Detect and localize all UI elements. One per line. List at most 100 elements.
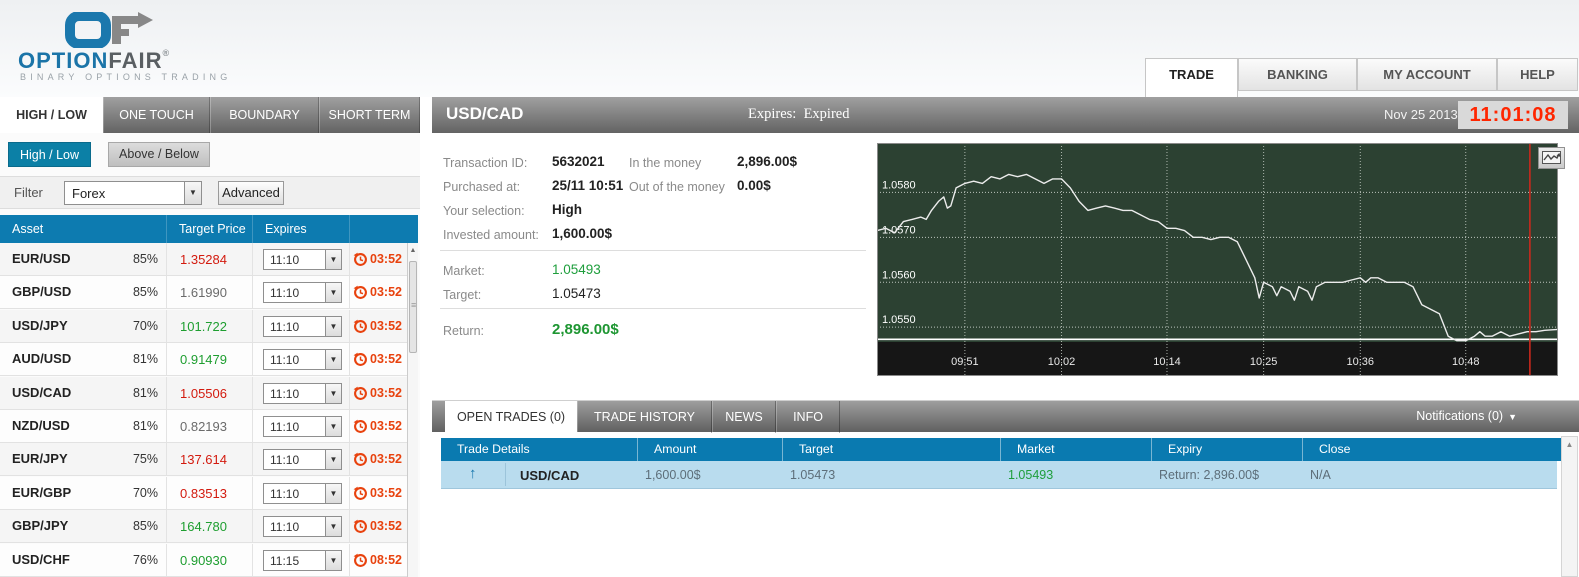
asset-row-eur-usd[interactable]: EUR/USD 85% 1.35284 11:10 ▼ 03:52	[0, 243, 407, 276]
instrument-tabbar: HIGH / LOW ONE TOUCH BOUNDARY SHORT TERM	[0, 97, 420, 133]
nav-tab-banking[interactable]: BANKING	[1238, 58, 1357, 91]
brand-logo[interactable]: OPTIONFAIR® BINARY OPTIONS TRADING	[18, 8, 278, 90]
scroll-up-icon[interactable]: ▲	[409, 247, 417, 254]
expiry-select-value: 11:10	[270, 253, 300, 267]
brand-tagline: BINARY OPTIONS TRADING	[20, 72, 232, 82]
purchased-at-value: 25/11 10:51	[552, 178, 624, 193]
asset-row-aud-usd[interactable]: AUD/USD 81% 0.91479 11:10 ▼ 03:52	[0, 343, 407, 377]
expiry-select[interactable]: 11:10 ▼	[263, 516, 342, 538]
asset-row-nzd-usd[interactable]: NZD/USD 81% 0.82193 11:10 ▼ 03:52	[0, 410, 407, 443]
tab-boundary[interactable]: BOUNDARY	[210, 97, 319, 133]
divider	[440, 250, 866, 251]
expiry-select[interactable]: 11:10 ▼	[263, 349, 342, 371]
payout-percent: 85%	[132, 285, 158, 300]
countdown-timer: 03:52	[370, 519, 402, 534]
trades-scrollbar[interactable]: ▲	[1561, 436, 1578, 577]
expiry-select[interactable]: 11:10 ▼	[263, 482, 342, 504]
expiry-select[interactable]: 11:10 ▼	[263, 315, 342, 337]
expiry-select[interactable]: 11:10 ▼	[263, 282, 342, 304]
filter-bar: Filter Forex ▼ Advanced	[0, 176, 420, 209]
chevron-down-icon[interactable]: ▼	[325, 350, 341, 370]
asset-row-eur-gbp[interactable]: EUR/GBP 70% 0.83513 11:10 ▼ 03:52	[0, 476, 407, 510]
column-header-target-price: Target Price	[166, 215, 252, 243]
expiry-select[interactable]: 11:10 ▼	[263, 249, 342, 270]
invested-value: 1,600.00$	[552, 226, 613, 241]
chevron-down-icon[interactable]: ▼	[325, 316, 341, 336]
nav-tab-my-account[interactable]: MY ACCOUNT	[1357, 58, 1497, 91]
chevron-down-icon: ▼	[1508, 412, 1517, 422]
x-axis-tick: 09:51	[951, 356, 979, 368]
expiry-select[interactable]: 11:15 ▼	[263, 549, 342, 571]
tab-short-term[interactable]: SHORT TERM	[319, 97, 420, 133]
countdown-timer: 03:52	[370, 285, 402, 300]
expiry-select-value: 11:10	[270, 386, 300, 401]
filter-select[interactable]: Forex ▼	[64, 181, 202, 205]
notifications-dropdown[interactable]: Notifications (0) ▼	[1416, 409, 1517, 423]
chevron-down-icon[interactable]: ▼	[325, 483, 341, 503]
asset-name: EUR/USD	[12, 251, 71, 266]
target-price: 164.780	[180, 519, 227, 535]
asset-row-eur-jpy[interactable]: EUR/JPY 75% 137.614 11:10 ▼ 03:52	[0, 443, 407, 477]
nav-tab-help[interactable]: HELP	[1497, 58, 1578, 91]
asset-row-gbp-jpy[interactable]: GBP/JPY 85% 164.780 11:10 ▼ 03:52	[0, 510, 407, 544]
tab-one-touch[interactable]: ONE TOUCH	[103, 97, 210, 133]
chart-type-button[interactable]	[1538, 147, 1565, 169]
expiry-select[interactable]: 11:10 ▼	[263, 449, 342, 471]
chevron-down-icon[interactable]: ▼	[325, 250, 341, 269]
advanced-button[interactable]: Advanced	[218, 181, 284, 205]
scroll-up-icon[interactable]: ▲	[1565, 440, 1574, 449]
asset-name: USD/CHF	[12, 551, 70, 567]
countdown-clock-icon	[352, 385, 368, 406]
asset-scrollbar[interactable]: ▲	[407, 243, 418, 577]
chart-headerbar: USD/CAD Expires: Expired Nov 25 2013 11:…	[432, 97, 1579, 133]
chevron-down-icon[interactable]: ▼	[325, 550, 341, 570]
brand-logo-icon	[65, 12, 153, 48]
expiry-select[interactable]: 11:10 ▼	[263, 416, 342, 437]
tab-trade-history[interactable]: TRADE HISTORY	[577, 401, 712, 433]
chevron-down-icon[interactable]: ▼	[325, 417, 341, 436]
tab-open-trades[interactable]: OPEN TRADES (0)	[445, 401, 577, 433]
payout-percent: 81%	[132, 419, 158, 433]
mode-tab-above-below[interactable]: Above / Below	[108, 142, 210, 167]
countdown-timer: 03:52	[370, 385, 402, 400]
y-axis-tick: 1.0560	[882, 269, 916, 281]
chevron-down-icon[interactable]: ▼	[325, 450, 341, 470]
price-chart: 09:51 10:02 10:14 10:25 10:36 10:48 1.0580 1.05…	[876, 143, 1565, 376]
countdown-clock-icon	[352, 318, 368, 339]
selection-value: High	[552, 202, 582, 217]
target-price: 1.05506	[180, 385, 227, 401]
nav-tab-trade[interactable]: TRADE	[1145, 58, 1238, 97]
expires-label: Expires:	[748, 106, 797, 122]
tab-news[interactable]: NEWS	[712, 401, 776, 433]
asset-row-usd-chf[interactable]: USD/CHF 76% 0.90930 11:15 ▼ 08:52	[0, 543, 407, 577]
chart-border	[877, 143, 1558, 376]
chevron-down-icon[interactable]: ▼	[325, 383, 341, 403]
trades-table-header: Trade Details Amount Target Market Expiry Clo…	[432, 438, 1566, 461]
trades-panel: OPEN TRADES (0) TRADE HISTORY NEWS INFO …	[432, 400, 1579, 577]
expiry-select[interactable]: 11:10 ▼	[263, 382, 342, 404]
asset-row-gbp-usd[interactable]: GBP/USD 85% 1.61990 11:10 ▼ 03:52	[0, 276, 407, 310]
mode-tab-high-low[interactable]: High / Low	[8, 142, 91, 167]
asset-row-usd-cad[interactable]: USD/CAD 81% 1.05506 11:10 ▼ 03:52	[0, 376, 407, 410]
chevron-down-icon[interactable]: ▼	[325, 517, 341, 537]
trade-expiry: Return: 2,896.00$	[1159, 468, 1260, 482]
market-label: Market:	[443, 264, 485, 278]
chevron-down-icon[interactable]: ▼	[184, 182, 201, 204]
filter-select-value: Forex	[72, 186, 106, 201]
open-trade-row[interactable]: ↑ USD/CAD 1,600.00$ 1.05473 1.05493 Return: 2…	[441, 461, 1557, 489]
x-axis-tick: 10:25	[1250, 356, 1278, 368]
asset-row-usd-jpy[interactable]: USD/JPY 70% 101.722 11:10 ▼ 03:52	[0, 309, 407, 343]
countdown-timer: 03:52	[370, 485, 402, 500]
scrollbar-thumb[interactable]	[409, 261, 417, 353]
tab-high-low[interactable]: HIGH / LOW	[0, 97, 103, 133]
target-price: 1.35284	[180, 252, 227, 267]
divider	[505, 463, 506, 486]
expiry-select-value: 11:10	[270, 486, 300, 501]
asset-sidebar: High / Low Above / Below Filter Forex ▼ …	[0, 133, 420, 577]
asset-name: GBP/USD	[12, 284, 72, 300]
chevron-down-icon[interactable]: ▼	[325, 283, 341, 303]
column-header-trade-details: Trade Details	[441, 438, 637, 461]
expiry-select-value: 11:10	[270, 420, 300, 434]
tab-info[interactable]: INFO	[776, 401, 840, 433]
